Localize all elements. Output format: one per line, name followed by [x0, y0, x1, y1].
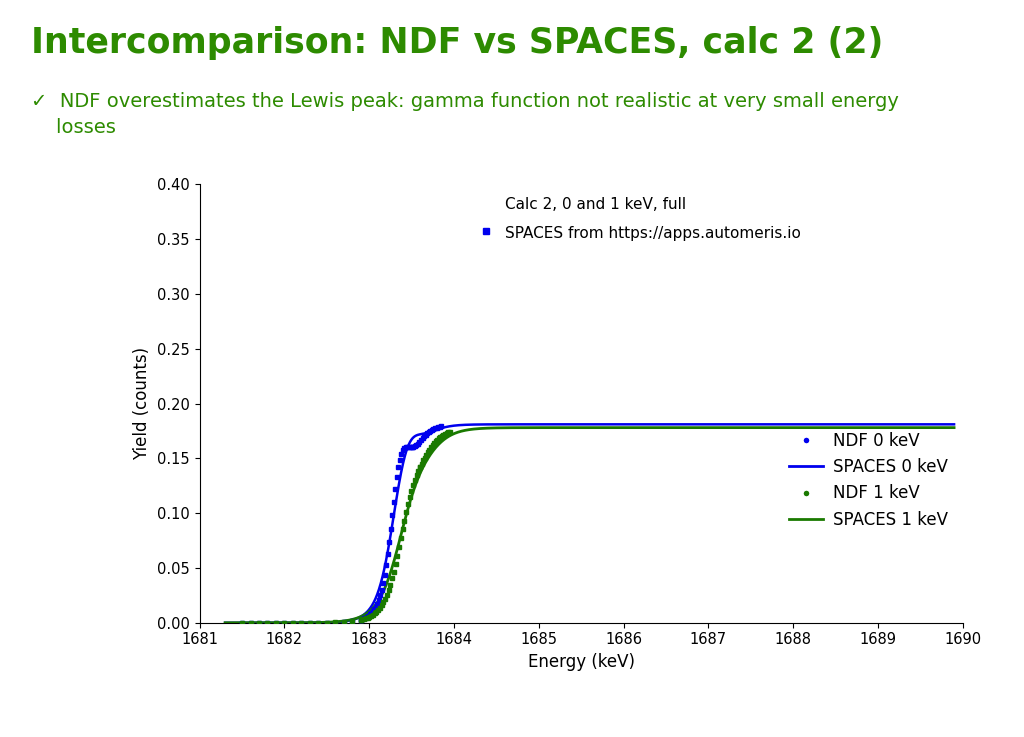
- Y-axis label: Yield (counts): Yield (counts): [133, 347, 152, 460]
- Text: Nuno P. Barradas: Nuno P. Barradas: [15, 710, 188, 729]
- Text: Calc 2, 0 and 1 keV, full: Calc 2, 0 and 1 keV, full: [505, 198, 686, 212]
- Legend: NDF 0 keV, SPACES 0 keV, NDF 1 keV, SPACES 1 keV: NDF 0 keV, SPACES 0 keV, NDF 1 keV, SPAC…: [782, 425, 954, 536]
- Text: losses: losses: [31, 118, 116, 137]
- Text: SPACES from https://apps.automeris.io: SPACES from https://apps.automeris.io: [505, 226, 801, 241]
- Text: Intercomparison: NDF vs SPACES, calc 2 (2): Intercomparison: NDF vs SPACES, calc 2 (…: [31, 26, 883, 60]
- Text: 15: 15: [984, 710, 1009, 729]
- Text: ✓  NDF overestimates the Lewis peak: gamma function not realistic at very small : ✓ NDF overestimates the Lewis peak: gamm…: [31, 92, 899, 111]
- X-axis label: Energy (keV): Energy (keV): [527, 653, 635, 671]
